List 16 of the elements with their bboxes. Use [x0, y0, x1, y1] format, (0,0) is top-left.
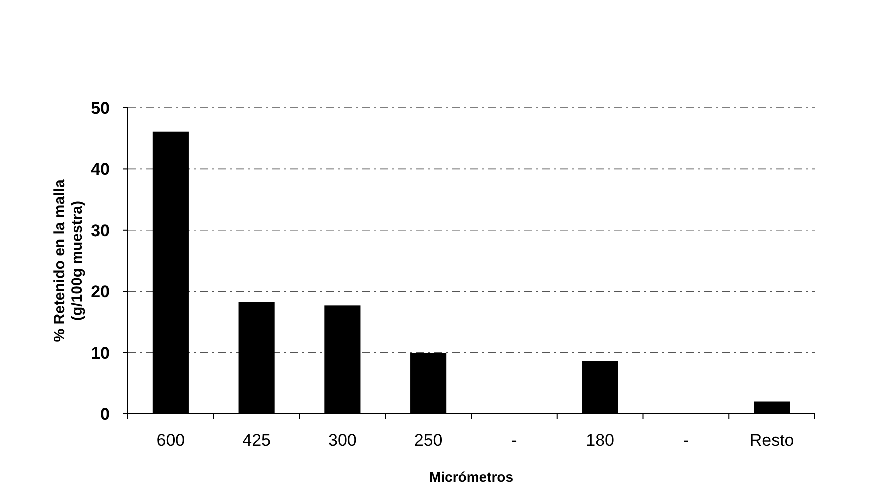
x-tick-label: 600: [156, 431, 186, 450]
y-tick-label: 50: [91, 98, 110, 118]
x-tick-label: 180: [586, 431, 614, 450]
y-tick-label: 20: [91, 282, 110, 302]
x-tick-label: -: [512, 431, 518, 450]
x-tick-label: 250: [414, 431, 443, 450]
x-axis-title: Micrómetros: [429, 469, 514, 485]
x-tick-label: Resto: [750, 431, 794, 450]
y-tick-label: 40: [91, 160, 110, 180]
y-axis-title: % Retenido en la malla (g/100g muestra): [52, 179, 86, 342]
y-tick-label: 10: [91, 344, 110, 363]
x-tick-label: 300: [328, 431, 357, 450]
y-tick-label: 30: [91, 221, 110, 240]
x-tick-label: 425: [242, 431, 271, 450]
x-tick-label: -: [683, 431, 690, 450]
y-tick-label: 0: [100, 404, 110, 424]
